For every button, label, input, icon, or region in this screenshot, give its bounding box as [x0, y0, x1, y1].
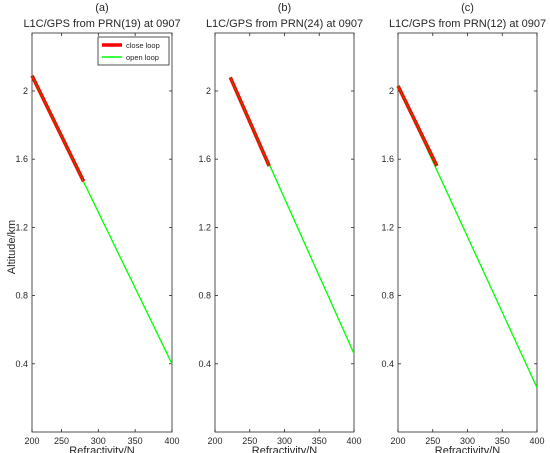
- y-tick-label: 1.6: [381, 154, 394, 164]
- y-tick-label: 1.2: [15, 222, 28, 232]
- x-tick-label: 400: [529, 436, 544, 446]
- x-tick-label: 200: [207, 436, 222, 446]
- y-tick-label: 1.6: [15, 154, 28, 164]
- y-tick-label: 0.4: [15, 359, 28, 369]
- x-axis-label: Refractivity/N: [435, 445, 500, 453]
- close-loop-core: [31, 75, 85, 182]
- panel-3: (c) L1C/GPS from PRN(12) at 0907 200 250 300…: [381, 2, 546, 453]
- panel-title: L1C/GPS from PRN(24) at 0907: [206, 18, 363, 30]
- panel-2: (b) L1C/GPS from PRN(24) at 0907 200 250 300…: [198, 2, 363, 453]
- x-tick-label: 250: [242, 436, 257, 446]
- close-loop-core: [229, 77, 270, 167]
- x-tick-label: 200: [24, 436, 39, 446]
- y-tick-label: 0.8: [381, 291, 394, 301]
- panel-tag: (c): [461, 2, 474, 14]
- y-tick-label: 0.8: [15, 291, 28, 301]
- x-tick-label: 300: [91, 436, 106, 446]
- plot-frame: [397, 32, 538, 433]
- legend-label-open: open loop: [126, 53, 159, 62]
- x-tick-label: 250: [425, 436, 440, 446]
- panel-title: L1C/GPS from PRN(19) at 0907: [23, 18, 180, 30]
- x-tick-label: 350: [128, 436, 143, 446]
- legend-box: [97, 36, 170, 66]
- x-axis-label: Refractivity/N: [69, 445, 134, 453]
- plot-frame: [31, 32, 173, 433]
- y-tick-label: 0.4: [381, 359, 394, 369]
- x-tick-label: 300: [460, 436, 475, 446]
- x-tick-label: 400: [164, 436, 179, 446]
- y-axis-label: Altitude/km: [6, 220, 18, 274]
- x-tick-label: 300: [277, 436, 292, 446]
- y-tick-label: 2: [389, 86, 394, 96]
- x-axis-label: Refractivity/N: [252, 445, 317, 453]
- panel-tag: (a): [95, 2, 108, 14]
- close-loop-core: [397, 85, 438, 167]
- y-tick-label: 1.6: [198, 154, 211, 164]
- legend-label-close: close loop: [126, 41, 160, 50]
- y-tick-label: 2: [23, 86, 28, 96]
- x-tick-label: 250: [54, 436, 69, 446]
- x-tick-label: 350: [495, 436, 510, 446]
- y-tick-label: 0.4: [198, 359, 211, 369]
- panels: (a) L1C/GPS from PRN(19) at 0907 200 250 300…: [15, 2, 546, 453]
- y-tick-label: 1.2: [381, 222, 394, 232]
- x-tick-label: 400: [346, 436, 361, 446]
- panel-1: (a) L1C/GPS from PRN(19) at 0907 200 250 300…: [15, 2, 180, 453]
- panel-tag: (b): [278, 2, 291, 14]
- legend: close loop open loop: [97, 36, 170, 66]
- x-tick-label: 350: [312, 436, 327, 446]
- panel-title: L1C/GPS from PRN(12) at 0907: [389, 18, 546, 30]
- y-tick-label: 1.2: [198, 222, 211, 232]
- y-tick-label: 2: [206, 86, 211, 96]
- y-tick-label: 0.8: [198, 291, 211, 301]
- x-tick-label: 200: [390, 436, 405, 446]
